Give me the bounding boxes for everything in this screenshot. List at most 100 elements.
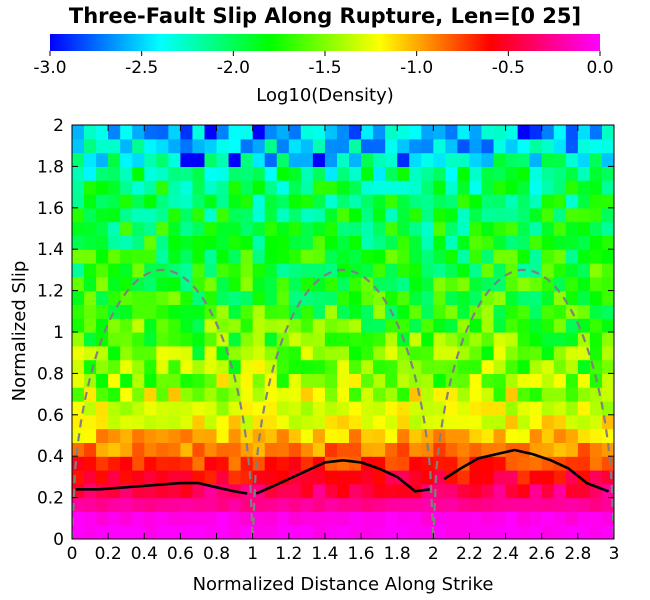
heatmap-cell xyxy=(589,180,603,195)
heatmap-cell xyxy=(96,207,109,223)
heatmap-cell xyxy=(132,290,145,305)
heatmap-cell xyxy=(589,125,603,140)
heatmap-cell xyxy=(312,318,326,333)
heatmap-cell xyxy=(180,290,194,305)
heatmap-cell xyxy=(204,428,218,443)
heatmap-cell xyxy=(120,207,133,223)
heatmap-cell xyxy=(361,263,374,278)
heatmap-cell xyxy=(312,483,326,499)
heatmap-cell xyxy=(517,221,531,236)
heatmap-cell xyxy=(192,263,206,278)
heatmap-cell xyxy=(409,166,422,181)
heatmap-cell xyxy=(312,442,326,457)
heatmap-cell xyxy=(240,180,254,195)
heatmap-cell xyxy=(349,290,362,305)
heatmap-cell xyxy=(349,456,362,471)
heatmap-cell xyxy=(469,345,483,361)
y-tick-label: 0 xyxy=(53,530,64,550)
heatmap-cell xyxy=(421,401,434,416)
heatmap-cell xyxy=(156,276,169,292)
heatmap-cell xyxy=(264,235,278,250)
heatmap-cell xyxy=(397,483,410,499)
heatmap-cell xyxy=(445,290,459,305)
heatmap-cell xyxy=(264,263,278,278)
heatmap-cell xyxy=(529,373,543,388)
heatmap-cell xyxy=(276,442,290,457)
heatmap-cell xyxy=(120,152,133,167)
heatmap-cell xyxy=(421,332,434,347)
heatmap-cell xyxy=(517,276,531,292)
heatmap-cell xyxy=(252,401,266,416)
heatmap-cell xyxy=(216,207,230,223)
mean-slip-segment xyxy=(443,448,610,493)
heatmap-cell xyxy=(324,456,338,471)
heatmap-cell xyxy=(156,249,169,264)
heatmap-cell xyxy=(192,332,206,347)
heatmap-cell xyxy=(192,166,206,181)
heatmap-cell xyxy=(120,263,133,278)
heatmap-cell xyxy=(553,318,567,333)
heatmap-cell xyxy=(324,359,338,374)
heatmap-cell xyxy=(409,221,422,236)
heatmap-cell xyxy=(397,414,410,430)
heatmap-cell xyxy=(228,138,242,154)
heatmap-cell xyxy=(445,387,459,402)
heatmap-cell xyxy=(529,470,543,485)
heatmap-cell xyxy=(180,373,194,388)
y-axis-ticks: 0 0.2 0.4 0.6 0.8 1 1.2 1.4 1.6 1.8 2 xyxy=(37,116,614,550)
heatmap-cell xyxy=(421,180,434,195)
heatmap-cell xyxy=(445,138,459,154)
heatmap-cell xyxy=(445,194,459,209)
heatmap-cell xyxy=(252,263,266,278)
heatmap-cell xyxy=(457,125,471,140)
y-tick-label: 1 xyxy=(53,323,64,343)
heatmap-cell xyxy=(445,359,459,374)
heatmap-cell xyxy=(457,180,471,195)
heatmap-cell xyxy=(216,442,230,457)
heatmap-cell xyxy=(433,414,446,430)
heatmap-cell xyxy=(240,345,254,361)
heatmap-cell xyxy=(252,138,266,154)
heatmap-cell xyxy=(529,345,543,361)
heatmap-cell xyxy=(132,304,145,319)
heatmap-cell xyxy=(84,235,97,250)
heatmap-cell xyxy=(577,318,591,333)
mean-slip-segment xyxy=(255,458,430,495)
colorbar xyxy=(50,34,600,51)
heatmap-cell xyxy=(192,345,206,361)
heatmap-cell xyxy=(336,401,350,416)
heatmap-cell xyxy=(276,414,290,430)
heatmap-cell xyxy=(361,345,374,361)
heatmap-cell xyxy=(240,194,254,209)
heatmap-cell xyxy=(84,194,97,209)
heatmap-cell xyxy=(216,470,230,485)
heatmap-cell xyxy=(276,304,290,319)
heatmap-cell xyxy=(553,166,567,181)
heatmap-cell xyxy=(132,470,145,485)
heatmap-cell xyxy=(445,152,459,167)
heatmap-cell xyxy=(541,207,555,223)
heatmap-cell xyxy=(204,511,218,526)
heatmap-cell xyxy=(421,263,434,278)
heatmap-cell xyxy=(361,221,374,236)
heatmap-cell xyxy=(349,318,362,333)
heatmap-cell xyxy=(409,138,422,154)
heatmap-cell xyxy=(457,152,471,167)
heatmap-cell xyxy=(168,249,181,264)
heatmap-cell xyxy=(264,387,278,402)
heatmap-cell xyxy=(601,263,614,278)
heatmap-cell xyxy=(385,249,398,264)
heatmap-cell xyxy=(385,180,398,195)
heatmap-cell xyxy=(445,235,459,250)
heatmap-cell xyxy=(421,456,434,471)
heatmap-cell xyxy=(529,276,543,292)
heatmap-cell xyxy=(84,442,97,457)
heatmap-cell xyxy=(481,194,495,209)
heatmap-cell xyxy=(336,345,350,361)
heatmap-cell xyxy=(264,194,278,209)
heatmap-cell xyxy=(120,345,133,361)
heatmap-cell xyxy=(469,483,483,499)
heatmap-cell xyxy=(433,401,446,416)
heatmap-cell xyxy=(336,290,350,305)
heatmap-cell xyxy=(156,470,169,485)
